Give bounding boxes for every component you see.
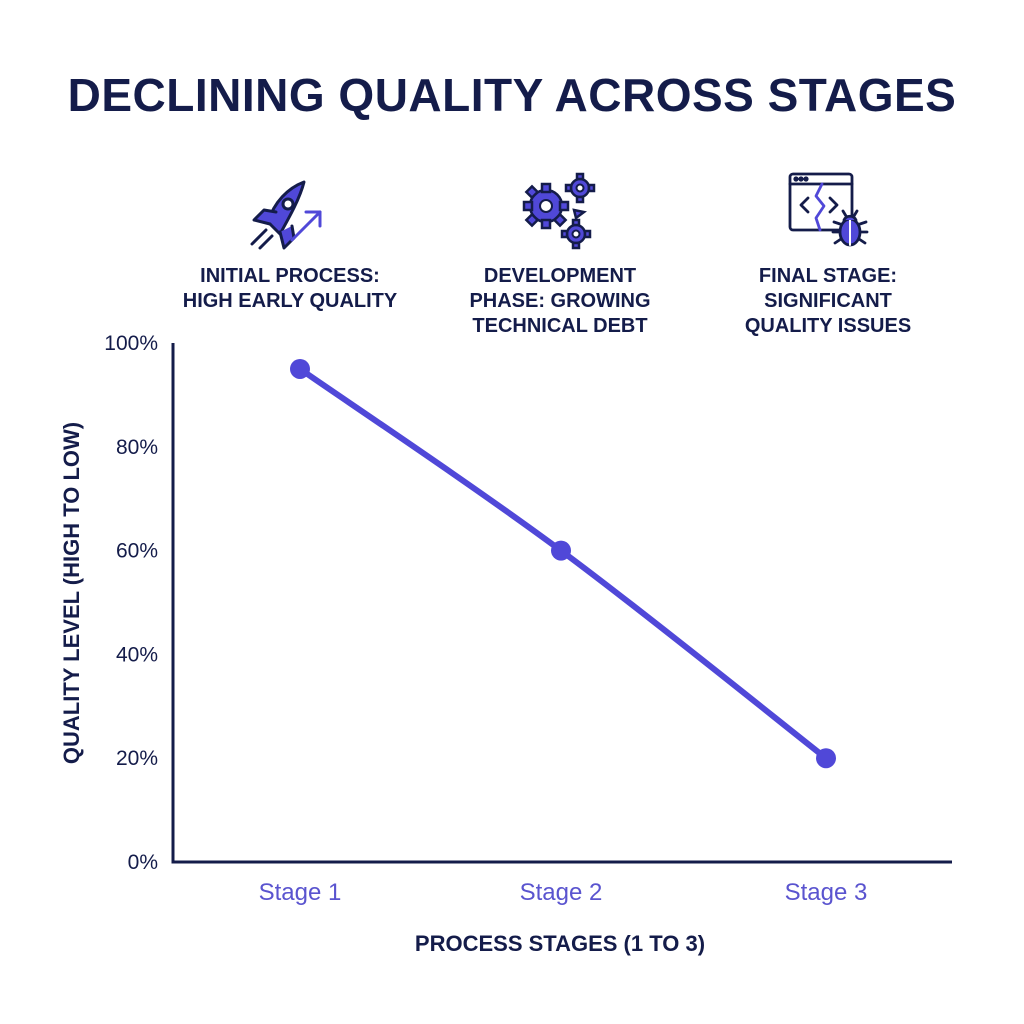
caption-line: TECHNICAL DEBT <box>472 315 648 337</box>
y-tick-label: 100% <box>104 332 158 355</box>
stage-2-caption: DEVELOPMENT PHASE: GROWING TECHNICAL DEB… <box>420 264 700 339</box>
caption-line: QUALITY ISSUES <box>744 315 912 337</box>
code-window-bug-icon <box>786 168 870 252</box>
y-tick-label: 60% <box>116 540 158 563</box>
chart-title: DECLINING QUALITY ACROSS STAGES <box>67 69 957 121</box>
axes <box>171 343 952 864</box>
stage-3-caption: FINAL STAGE: SIGNIFICANT QUALITY ISSUES <box>688 264 968 339</box>
caption-line: PHASE: GROWING <box>469 290 651 312</box>
x-tick-label: Stage 2 <box>520 879 603 906</box>
x-ticks: Stage 1 Stage 2 Stage 3 <box>259 879 868 906</box>
caption-line: FINAL STAGE: <box>758 265 898 287</box>
data-point <box>551 540 571 561</box>
x-tick-label: Stage 1 <box>259 879 342 906</box>
rocket-icon <box>244 176 328 260</box>
quality-line <box>297 365 829 762</box>
y-ticks: 0% 20% 40% 60% 80% 100% <box>104 332 158 874</box>
y-tick-label: 20% <box>116 747 158 770</box>
y-tick-label: 40% <box>116 643 158 666</box>
caption-line: SIGNIFICANT <box>764 290 892 312</box>
stage-1-caption: INITIAL PROCESS: HIGH EARLY QUALITY <box>150 264 430 314</box>
y-tick-label: 80% <box>116 436 158 459</box>
caption-line: INITIAL PROCESS: <box>200 265 380 287</box>
data-point <box>816 748 836 769</box>
x-axis-label: PROCESS STAGES (1 TO 3) <box>415 931 705 956</box>
x-tick-label: Stage 3 <box>785 879 868 906</box>
caption-line: DEVELOPMENT <box>483 265 637 287</box>
series <box>290 358 836 769</box>
data-point <box>290 358 310 379</box>
y-tick-label: 0% <box>128 851 158 874</box>
gears-icon <box>518 170 602 254</box>
y-axis-label: QUALITY LEVEL (HIGH TO LOW) <box>59 422 84 764</box>
caption-line: HIGH EARLY QUALITY <box>182 290 398 312</box>
